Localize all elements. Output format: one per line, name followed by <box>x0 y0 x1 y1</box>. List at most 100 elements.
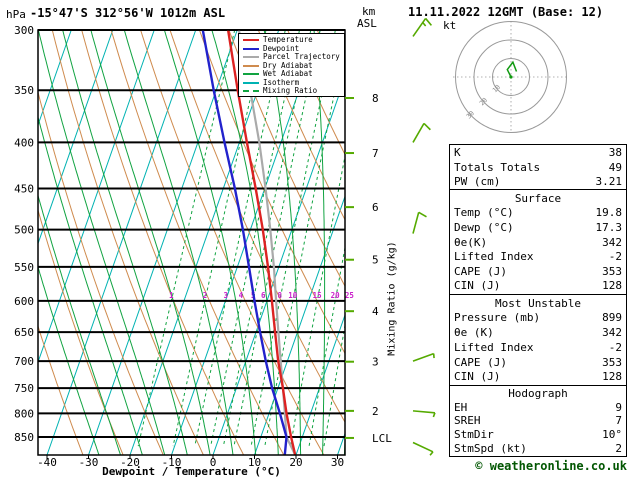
mixing-ratio-line <box>308 244 345 447</box>
legend-item-temperature: Temperature <box>243 36 344 45</box>
dry-adiabat-line-swatch <box>243 64 259 67</box>
stat-value: 17.3 <box>595 220 623 234</box>
dry-adiabat-line <box>198 30 345 355</box>
mixing-ratio-line <box>250 30 336 447</box>
stat-value: 342 <box>602 235 622 249</box>
wind-barb <box>412 17 433 37</box>
hodograph-origin-dot <box>509 75 513 79</box>
mixing-ratio-line <box>137 30 236 447</box>
pressure-tick-label: 600 <box>14 295 34 308</box>
stat-label: SREH <box>454 414 481 428</box>
isotherm-line <box>295 313 345 455</box>
wet-adiabat-line <box>38 265 100 455</box>
wet-adiabat-line <box>38 30 166 455</box>
stat-value: 38 <box>608 146 622 160</box>
pressure-tick-label: 400 <box>14 136 34 149</box>
panel-section-title: Surface <box>514 191 562 205</box>
stat-row: Lifted Index -2 <box>450 341 626 354</box>
stat-value: -2 <box>608 340 622 354</box>
stat-row: Temp (°C) 19.8 <box>450 206 626 219</box>
copyright-watermark: © weatheronline.co.uk <box>475 459 627 473</box>
isotherm-line <box>46 30 197 455</box>
dewpoint-line-swatch <box>243 47 259 50</box>
dewpoint-line <box>201 30 288 455</box>
mixing-ratio-value-label: 8 <box>277 291 282 300</box>
mixing-ratio-value-label: 1 <box>169 291 174 300</box>
stat-value: 9 <box>615 400 622 414</box>
stat-row: Totals Totals 49 <box>450 161 626 174</box>
stat-value: 7 <box>615 414 622 428</box>
dry-adiabat-line <box>287 30 345 156</box>
panel-section-title: Hodograph <box>508 386 568 400</box>
wet-adiabat-line <box>123 30 234 455</box>
hodograph-unit-label: kt <box>443 19 457 32</box>
legend-item-mixing-ratio: Mixing Ratio <box>243 87 344 96</box>
stat-value: 49 <box>608 160 622 174</box>
parcel-trajectory-line-swatch <box>243 56 259 59</box>
stat-row: K 38 <box>450 146 626 159</box>
hodograph-ring <box>473 39 549 115</box>
legend-label: Dewpoint <box>263 43 300 53</box>
stat-row: θe(K) 342 <box>450 236 626 249</box>
wet-adiabat-line <box>38 193 121 455</box>
wet-adiabat-line <box>263 30 302 455</box>
mixing-ratio-line <box>264 39 345 447</box>
wind-barb <box>412 410 436 418</box>
dry-adiabat-line <box>169 30 345 424</box>
stat-value: 2 <box>615 442 622 456</box>
stat-label: CAPE (J) <box>454 264 507 278</box>
wet-adiabat-line <box>62 30 188 455</box>
stat-row: EH 9 <box>450 401 626 414</box>
mixing-ratio-value-label: 15 <box>313 291 322 300</box>
stat-row: StmDir 10° <box>450 428 626 441</box>
temp-tick-label: -40 <box>37 456 57 469</box>
legend-label: Temperature <box>263 35 313 45</box>
temp-tick-label: 30 <box>331 456 344 469</box>
mixing-ratio-value-label: 20 <box>331 291 341 300</box>
panel-section-surface: Surface Temp (°C) 19.8 Dewp (°C) 17.3 θe(K) 34… <box>450 189 626 294</box>
isotherm-line <box>212 76 345 455</box>
station-title: -15°47'S 312°56'W 1012m ASL <box>30 6 226 20</box>
stat-row: θe (K) 342 <box>450 326 626 339</box>
panel-section-title: Most Unstable <box>494 296 582 310</box>
stat-row: SREH 7 <box>450 414 626 427</box>
pressure-tick-label: 500 <box>14 224 34 237</box>
isotherm-line <box>38 30 155 364</box>
wet-adiabat-line <box>90 30 211 455</box>
pressure-tick-label: 850 <box>14 431 34 444</box>
stat-label: Lifted Index <box>454 250 534 264</box>
stat-row: CIN (J) 128 <box>450 279 626 292</box>
stat-value: 353 <box>602 355 622 369</box>
stat-label: CIN (J) <box>454 279 501 293</box>
altitude-tick-label: 7 <box>372 147 379 160</box>
dry-adiabat-line <box>140 30 325 455</box>
mixing-ratio-value-label: 10 <box>288 291 298 300</box>
wind-barb <box>412 122 431 143</box>
temp-tick-label: -20 <box>120 456 140 469</box>
pressure-tick-label: 450 <box>14 182 34 195</box>
valid-datetime: 11.11.2022 12GMT (Base: 12) <box>408 5 604 19</box>
hodograph-ring <box>492 58 530 96</box>
stat-value: 899 <box>602 311 622 325</box>
wet-adiabat-line <box>343 430 345 455</box>
stat-label: CIN (J) <box>454 370 501 384</box>
legend-item-dry-adiabat: Dry Adiabat <box>243 61 344 71</box>
altitude-tick-label: LCL <box>372 432 392 445</box>
isotherm-line <box>38 30 72 127</box>
mixing-ratio-value-label: 25 <box>345 291 354 300</box>
panel-section-most-unstable: Most Unstable Pressure (mb) 899 θe (K) 342 Li… <box>450 294 626 385</box>
stat-label: θe (K) <box>454 326 494 340</box>
mixing-ratio-line <box>210 30 300 447</box>
altitude-tick-label: 4 <box>372 305 379 318</box>
stat-label: Totals Totals <box>454 160 541 174</box>
isotherm-line-swatch <box>243 81 259 84</box>
mixing-ratio-line <box>172 30 267 447</box>
mixing-ratio-line <box>289 153 345 447</box>
stat-label: Pressure (mb) <box>454 311 541 325</box>
dry-adiabat-line <box>38 208 124 455</box>
dry-adiabat-line <box>38 90 164 455</box>
mixing-ratio-value-label: 3 <box>223 291 228 300</box>
pressure-tick-label: 550 <box>14 261 34 274</box>
stat-label: StmDir <box>454 428 494 442</box>
